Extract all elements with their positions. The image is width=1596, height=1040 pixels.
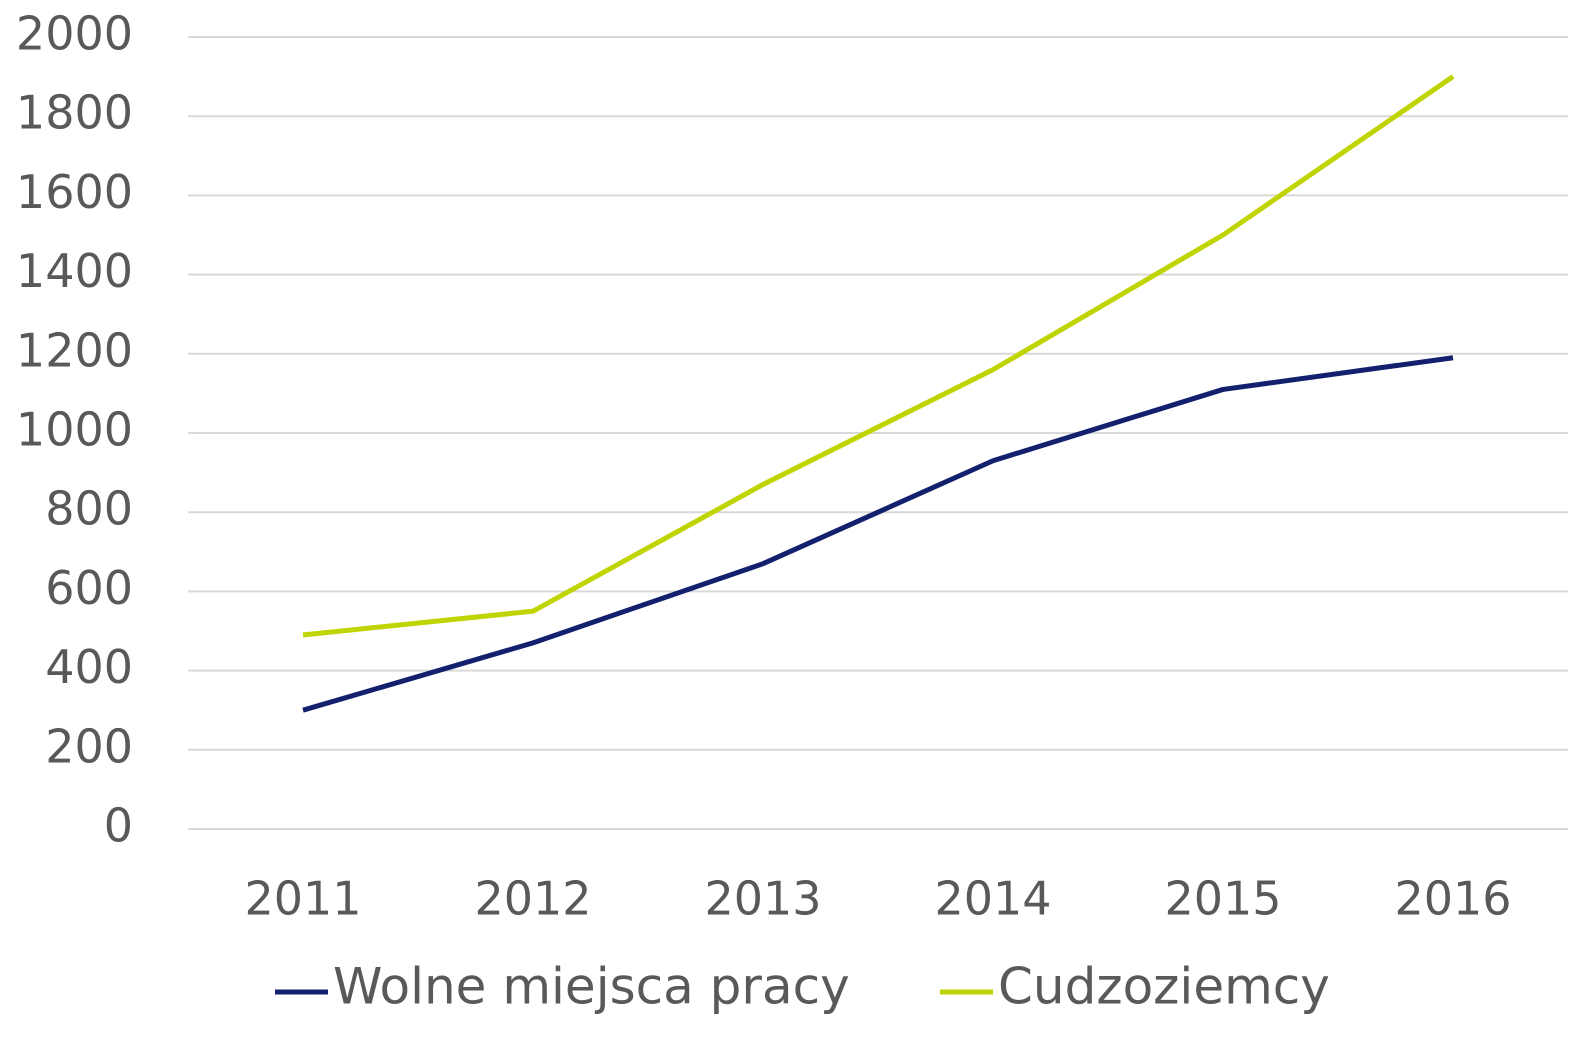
y-tick-label: 1200 <box>16 323 133 377</box>
y-tick-label: 600 <box>45 561 133 615</box>
y-tick-label: 200 <box>45 719 133 773</box>
legend-label: Cudzoziemcy <box>998 958 1330 1016</box>
y-tick-label: 800 <box>45 482 133 536</box>
x-tick-label: 2011 <box>244 872 361 926</box>
x-tick-label: 2014 <box>934 872 1051 926</box>
line-series <box>302 74 1455 638</box>
x-tick-label: 2016 <box>1394 872 1511 926</box>
y-tick-label: 1400 <box>16 244 133 298</box>
legend-label: Wolne miejsca pracy <box>333 958 850 1016</box>
x-tick-label: 2012 <box>474 872 591 926</box>
y-tick-label: 1000 <box>16 403 133 457</box>
y-tick-label: 400 <box>45 640 133 694</box>
y-tick-label: 1800 <box>16 86 133 140</box>
x-tick-label: 2015 <box>1164 872 1281 926</box>
y-tick-label: 2000 <box>16 7 133 61</box>
x-tick-label: 2013 <box>704 872 821 926</box>
y-tick-label: 0 <box>104 799 133 853</box>
y-tick-label: 1600 <box>16 165 133 219</box>
line-series <box>302 355 1454 713</box>
